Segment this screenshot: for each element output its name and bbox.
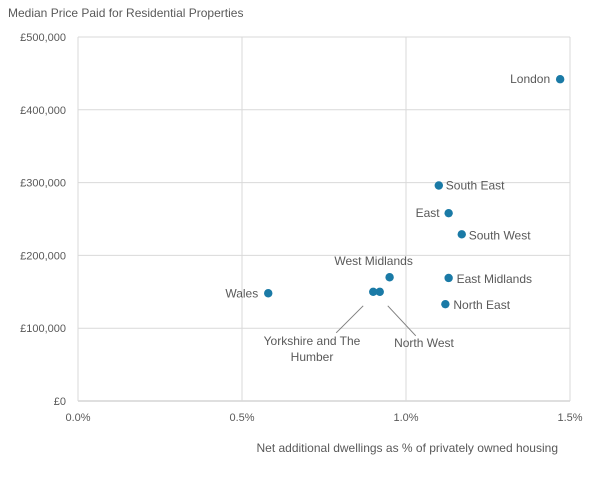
data-label: South East: [446, 179, 505, 193]
data-label: Wales: [225, 286, 258, 300]
x-tick-label: 0.0%: [65, 412, 90, 424]
data-label-line: North West: [394, 336, 454, 350]
point-marker: [434, 181, 443, 190]
y-tick-label: £300,000: [20, 178, 66, 190]
chart-title: Median Price Paid for Residential Proper…: [8, 6, 243, 20]
data-point: Wales: [225, 286, 273, 300]
point-marker: [457, 230, 466, 239]
point-marker: [555, 75, 565, 84]
data-point: South West: [457, 228, 531, 242]
data-point: North West: [375, 287, 455, 350]
point-marker: [264, 289, 273, 298]
x-tick-label: 1.5%: [557, 412, 582, 424]
data-label: Yorkshire and The Humber: [264, 334, 361, 364]
data-label: West Midlands: [334, 254, 412, 268]
data-point: Yorkshire and The Humber: [264, 287, 378, 364]
data-label: East: [416, 206, 441, 220]
data-label: London: [510, 72, 550, 86]
data-point: South East: [434, 179, 505, 193]
y-tick-label: £100,000: [20, 323, 66, 335]
point-marker: [375, 287, 384, 296]
leader-line: [387, 305, 417, 337]
y-tick-label: £400,000: [20, 105, 66, 117]
leader-line: [335, 305, 364, 334]
x-axis-label: Net additional dwellings as % of private…: [256, 441, 558, 455]
data-label: North East: [453, 298, 510, 312]
y-tick-label: £0: [54, 396, 66, 408]
data-label: East Midlands: [457, 272, 532, 286]
y-tick-label: £200,000: [20, 250, 66, 262]
x-tick-label: 0.5%: [229, 412, 254, 424]
data-label: South West: [469, 228, 531, 242]
point-marker: [441, 299, 450, 309]
point-marker: [444, 208, 453, 218]
data-point: East: [416, 206, 453, 220]
data-label: North West: [394, 336, 454, 350]
data-label-line: Yorkshire and The: [264, 334, 361, 348]
data-point: North East: [441, 298, 511, 312]
y-tick-label: £500,000: [20, 32, 66, 44]
point-marker: [444, 273, 453, 283]
x-tick-label: 1.0%: [393, 412, 418, 424]
point-marker: [385, 273, 394, 282]
data-label-line: Humber: [291, 350, 334, 364]
point-marker: [369, 287, 378, 296]
data-point: London: [510, 72, 565, 86]
data-point: West Midlands: [334, 254, 413, 282]
data-point: East Midlands: [444, 272, 532, 286]
